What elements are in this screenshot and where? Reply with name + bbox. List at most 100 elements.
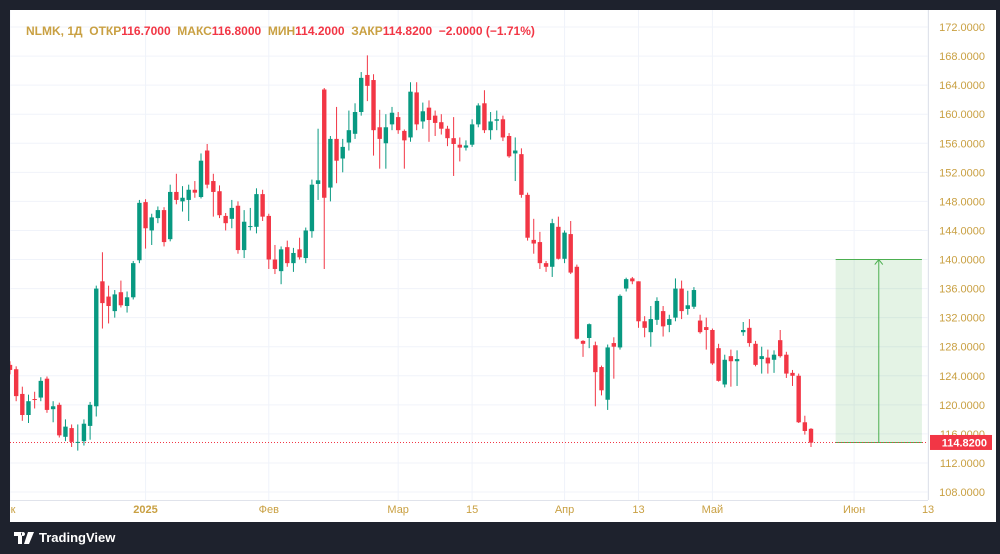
- candle: [642, 316, 647, 338]
- candle: [303, 227, 308, 264]
- candle: [506, 133, 512, 158]
- candle: [309, 179, 315, 238]
- candle: [673, 278, 678, 322]
- candle-body: [728, 356, 734, 362]
- candle: [728, 349, 734, 387]
- candle-body: [229, 207, 235, 219]
- candle: [432, 110, 438, 136]
- time-tick-label: 13: [632, 504, 644, 516]
- candle: [278, 246, 284, 285]
- candle-body: [346, 130, 352, 143]
- price-tick-label: 144.0000: [939, 225, 985, 237]
- arrow-up-icon: [874, 258, 884, 265]
- last-price-badge: [930, 434, 992, 450]
- open-label: ОТКР: [89, 24, 122, 38]
- candle: [377, 109, 382, 169]
- candle-body: [186, 189, 191, 200]
- price-tick-label: 112.0000: [940, 458, 985, 470]
- candle-body: [377, 127, 382, 139]
- candle: [10, 361, 13, 375]
- candlestick-chart[interactable]: 172.0000 168.0000 164.0000 160.0000 156.0000…: [10, 10, 996, 522]
- candle: [217, 185, 222, 219]
- high-value: 116.8000: [211, 24, 262, 38]
- candle-body: [432, 115, 438, 123]
- price-tick-label: 148.0000: [939, 196, 985, 208]
- candle: [254, 188, 259, 234]
- candle-body: [303, 230, 308, 259]
- candle-body: [580, 340, 586, 344]
- candle-body: [716, 348, 721, 381]
- time-tick-label: Май: [702, 504, 724, 516]
- candle: [414, 82, 419, 131]
- candle-body: [679, 288, 684, 312]
- candle: [174, 173, 179, 205]
- candle: [519, 148, 524, 198]
- candle: [777, 329, 783, 358]
- candle-body: [439, 122, 444, 129]
- candle-body: [50, 406, 56, 410]
- candle: [106, 285, 111, 324]
- candle: [611, 337, 617, 379]
- candle: [383, 114, 389, 169]
- candle-body: [747, 327, 752, 344]
- candle-body: [704, 327, 709, 330]
- time-tick-label: 13: [922, 504, 934, 516]
- candle: [248, 207, 253, 231]
- candle: [180, 186, 185, 212]
- candle: [562, 230, 567, 264]
- last-price-label: 114.8200: [942, 437, 987, 449]
- candle: [759, 346, 764, 374]
- candle-body: [506, 135, 512, 157]
- candle-body: [168, 191, 173, 240]
- candle-body: [753, 343, 758, 365]
- candle: [630, 276, 635, 285]
- candle: [365, 55, 370, 102]
- candle: [494, 110, 499, 131]
- tradingview-logo-icon: [14, 531, 34, 544]
- candle: [395, 112, 401, 134]
- candle: [784, 351, 789, 378]
- tradingview-logo[interactable]: TradingView: [14, 530, 115, 545]
- candle-body: [94, 288, 99, 407]
- candle-body: [285, 247, 290, 264]
- candle-body: [691, 290, 697, 307]
- candle: [765, 349, 771, 374]
- price-tick-label: 168.0000: [939, 51, 985, 63]
- candle: [654, 297, 660, 325]
- candle: [186, 184, 191, 222]
- candle: [420, 102, 426, 129]
- candle-body: [217, 191, 222, 216]
- candle-body: [131, 263, 136, 298]
- candle: [402, 129, 407, 169]
- candle-body: [519, 154, 524, 195]
- candle: [32, 391, 37, 409]
- candle: [543, 260, 549, 272]
- candle: [790, 369, 795, 386]
- candle: [260, 189, 265, 222]
- candle: [679, 280, 684, 320]
- candle-body: [198, 160, 204, 198]
- candle-body: [513, 150, 518, 154]
- candle: [531, 218, 536, 254]
- candle: [149, 213, 154, 245]
- candle-body: [26, 401, 31, 416]
- candle: [118, 280, 124, 308]
- branding-text: TradingView: [39, 530, 116, 545]
- candle-body: [494, 119, 499, 121]
- time-tick-label: Апр: [555, 504, 574, 516]
- candle: [57, 402, 62, 438]
- candle: [599, 365, 604, 396]
- time-tick-label: Фев: [259, 504, 279, 516]
- candle-body: [266, 215, 271, 260]
- candle: [439, 114, 444, 135]
- candle-body: [87, 404, 93, 426]
- candle-body: [365, 74, 370, 86]
- chart-panel[interactable]: NLMK, 1Д ОТКР116.7000 МАКС116.8000 МИН11…: [10, 10, 996, 522]
- candle: [580, 340, 586, 357]
- candle-body: [550, 223, 555, 267]
- candle: [605, 344, 610, 410]
- candle: [556, 216, 561, 260]
- candle: [710, 328, 715, 365]
- candle-body: [426, 107, 432, 121]
- candle: [808, 428, 814, 447]
